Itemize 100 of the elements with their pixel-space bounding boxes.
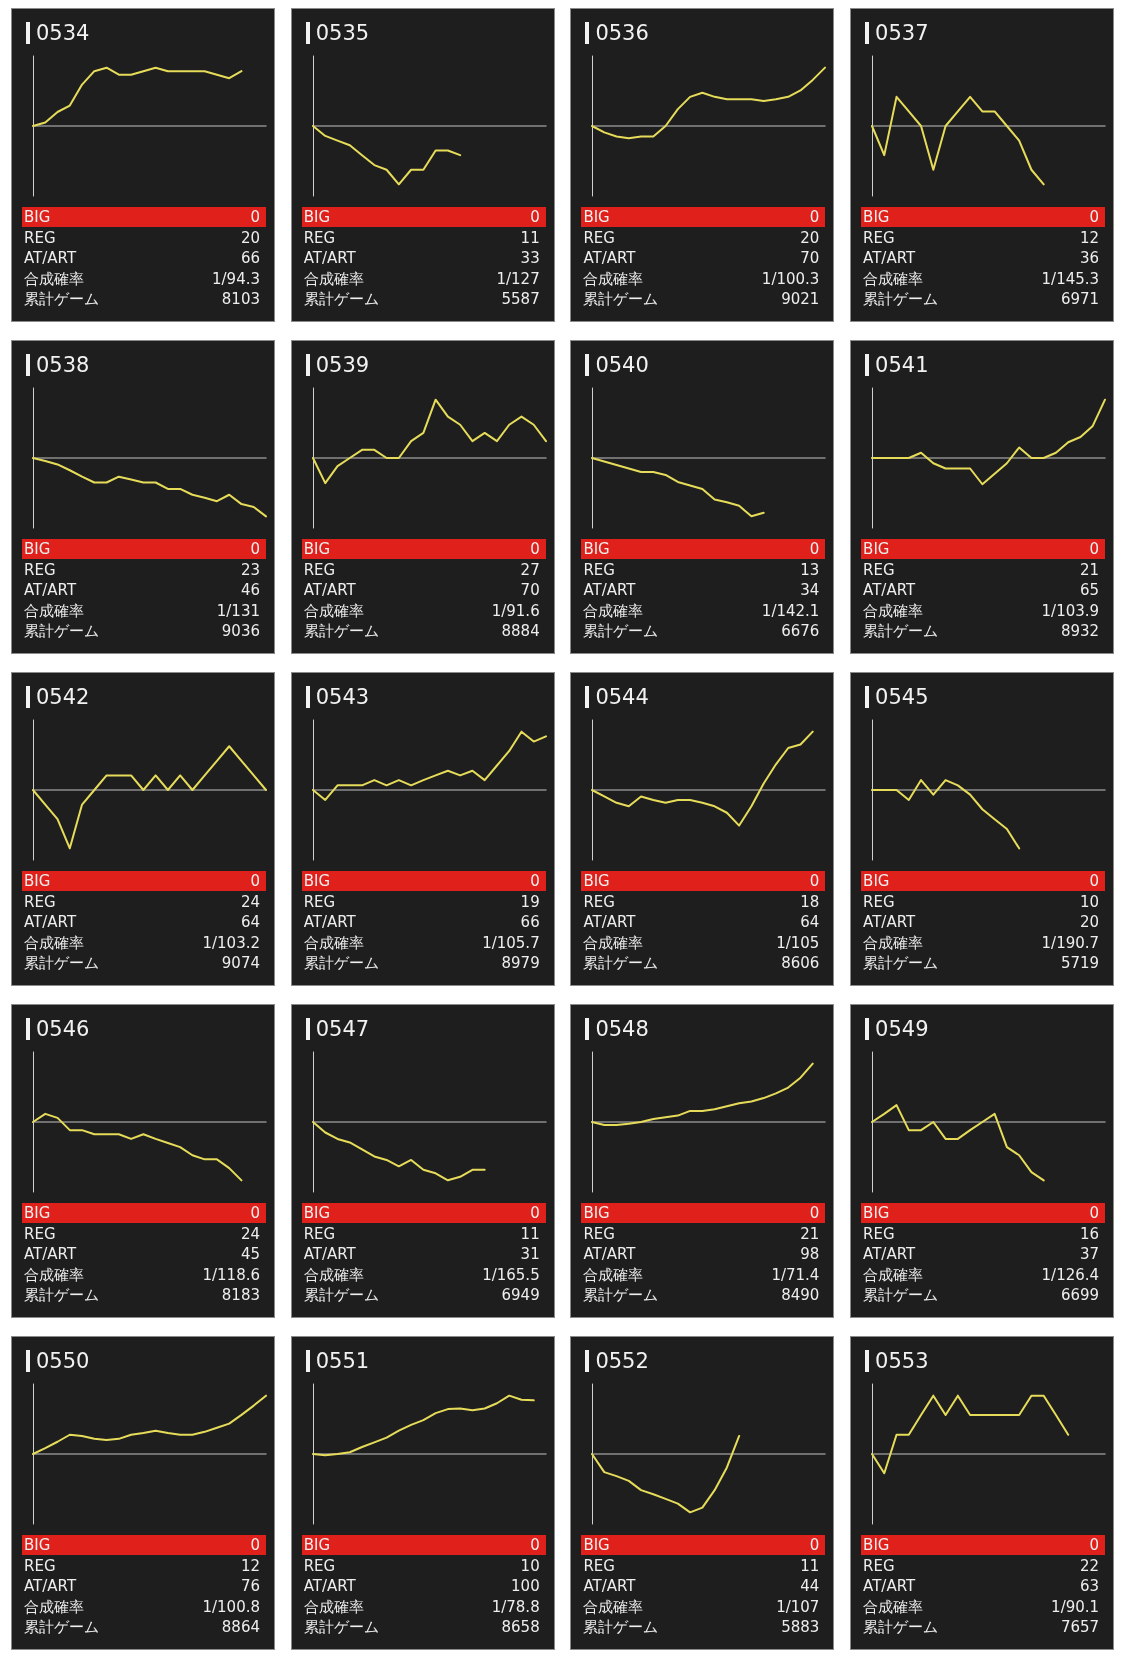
text: BIG xyxy=(24,871,51,891)
text: 合成確率 xyxy=(583,268,644,289)
text: BIG xyxy=(583,539,610,559)
text: 合成確率 xyxy=(24,1264,84,1285)
text: BIG xyxy=(583,871,610,891)
text: 0 xyxy=(1089,1203,1100,1223)
text: AT/ART xyxy=(24,1244,77,1265)
text: 11 xyxy=(800,1555,820,1576)
text: 累計ゲーム xyxy=(583,621,659,642)
text: 0 xyxy=(1089,871,1100,891)
text: 1/71.4 xyxy=(771,1264,820,1285)
text: 11 xyxy=(520,227,540,248)
text: 0 xyxy=(809,1203,820,1223)
text: 1/131 xyxy=(216,600,260,621)
text: AT/ART xyxy=(583,248,636,269)
text: 9036 xyxy=(221,621,260,642)
text: BIG xyxy=(583,1203,610,1223)
text: 0 xyxy=(250,1535,260,1555)
text: 10 xyxy=(1080,891,1100,912)
text: AT/ART xyxy=(303,1576,356,1597)
text: 合成確率 xyxy=(24,1596,84,1617)
text: 合成確率 xyxy=(863,268,924,289)
text: 合成確率 xyxy=(583,600,644,621)
text: AT/ART xyxy=(303,248,356,269)
text: 45 xyxy=(240,1244,260,1265)
text: 8979 xyxy=(501,953,540,974)
text: AT/ART xyxy=(303,580,356,601)
text: AT/ART xyxy=(583,1576,636,1597)
text: 9074 xyxy=(221,953,260,974)
text: 1/94.3 xyxy=(212,268,260,289)
text: REG xyxy=(863,559,895,580)
text: AT/ART xyxy=(303,1244,356,1265)
text: 6676 xyxy=(781,621,820,642)
text: BIG xyxy=(24,1203,51,1223)
text: 1/165.5 xyxy=(482,1264,540,1285)
text: 累計ゲーム xyxy=(583,953,659,974)
text: 1/145.3 xyxy=(1041,268,1100,289)
text: 累計ゲーム xyxy=(303,953,379,974)
text: 合成確率 xyxy=(583,1596,644,1617)
text: 累計ゲーム xyxy=(24,621,99,642)
text: 70 xyxy=(800,248,820,269)
text: 0 xyxy=(250,871,260,891)
text: 19 xyxy=(520,891,540,912)
text: 66 xyxy=(240,248,260,269)
text: 36 xyxy=(1080,248,1100,269)
text: 累計ゲーム xyxy=(863,289,939,310)
text: REG xyxy=(863,227,895,248)
chart-title: 0535 xyxy=(315,21,370,45)
chart-title: 0542 xyxy=(36,685,90,709)
text: 0 xyxy=(530,207,540,227)
text: 累計ゲーム xyxy=(24,953,99,974)
text: 1/105 xyxy=(776,932,820,953)
text: 16 xyxy=(1080,1223,1100,1244)
chart-title: 0541 xyxy=(875,353,929,377)
text: 合成確率 xyxy=(303,932,364,953)
text: 1/103.9 xyxy=(1041,600,1100,621)
text: REG xyxy=(24,559,56,580)
text: 33 xyxy=(520,248,540,269)
text: 22 xyxy=(1080,1555,1100,1576)
text: 1/90.1 xyxy=(1051,1596,1100,1617)
text: REG xyxy=(303,1223,336,1244)
text: 6699 xyxy=(1060,1285,1100,1306)
text: 1/100.8 xyxy=(202,1596,260,1617)
chart-title: 0549 xyxy=(875,1017,929,1041)
text: REG xyxy=(24,1555,56,1576)
text: REG xyxy=(303,559,336,580)
text: REG xyxy=(24,1223,56,1244)
text: REG xyxy=(583,1555,615,1576)
text: BIG xyxy=(24,1535,51,1555)
chart-title: 0545 xyxy=(875,685,929,709)
text: REG xyxy=(583,559,615,580)
text: 6971 xyxy=(1060,289,1100,310)
text: AT/ART xyxy=(583,912,636,933)
text: 12 xyxy=(240,1555,260,1576)
text: 0 xyxy=(250,539,260,559)
text: REG xyxy=(583,227,615,248)
chart-title: 0543 xyxy=(315,685,370,709)
chart-title: 0551 xyxy=(315,1349,370,1373)
text: 5883 xyxy=(781,1617,820,1638)
text: 累計ゲーム xyxy=(863,1617,939,1638)
text: 20 xyxy=(800,227,820,248)
text: 34 xyxy=(800,580,820,601)
text: 21 xyxy=(800,1223,820,1244)
text: 8932 xyxy=(1060,621,1100,642)
text: 0 xyxy=(1089,207,1100,227)
text: 1/105.7 xyxy=(482,932,540,953)
text: AT/ART xyxy=(303,912,356,933)
chart-title: 0539 xyxy=(315,353,370,377)
text: 0 xyxy=(530,1203,540,1223)
text: 1/103.2 xyxy=(202,932,260,953)
text: 累計ゲーム xyxy=(303,1285,379,1306)
text: AT/ART xyxy=(24,912,77,933)
text: 累計ゲーム xyxy=(303,621,379,642)
text: 8606 xyxy=(781,953,820,974)
text: 64 xyxy=(800,912,820,933)
chart-title: 0544 xyxy=(595,685,649,709)
text: 合成確率 xyxy=(863,932,924,953)
text: 1/126.4 xyxy=(1041,1264,1100,1285)
text: 8864 xyxy=(221,1617,260,1638)
text: 12 xyxy=(1080,227,1100,248)
